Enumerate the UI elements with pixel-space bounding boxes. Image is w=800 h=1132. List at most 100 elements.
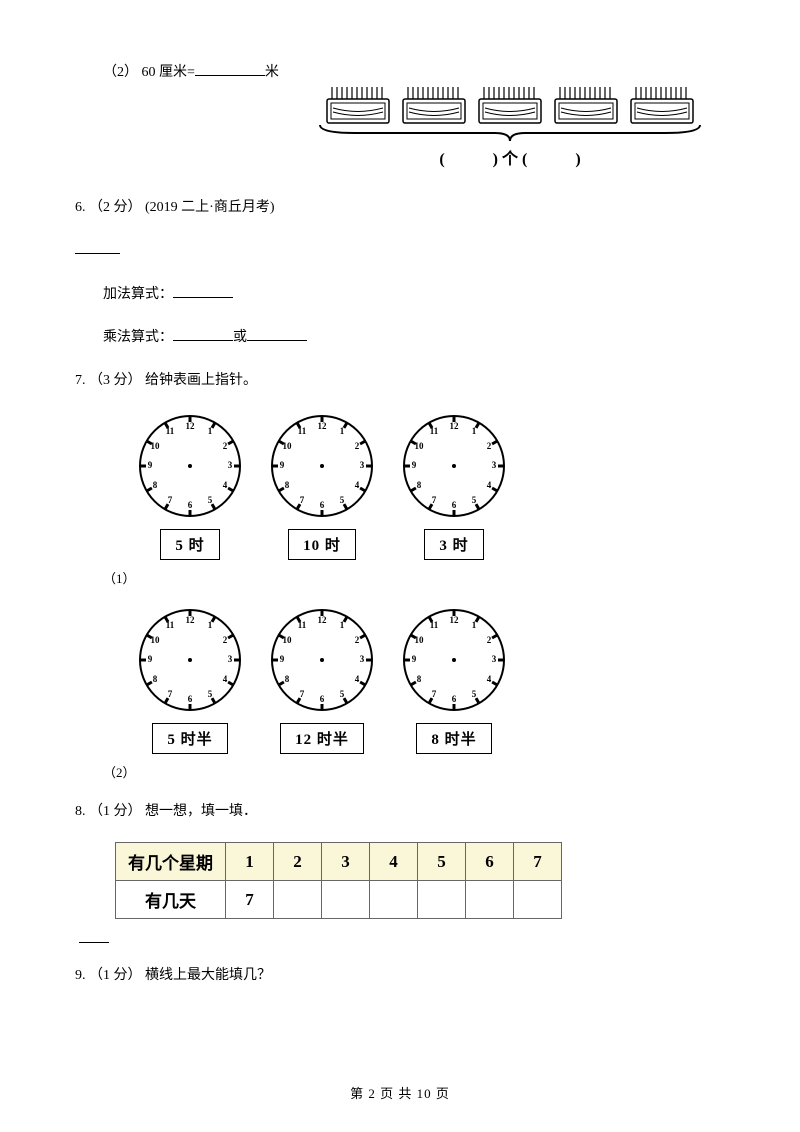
question-2-line: （2） 60 厘米=米 (75, 60, 725, 85)
cell[interactable] (466, 881, 514, 919)
svg-text:9: 9 (412, 654, 417, 664)
svg-text:12: 12 (186, 421, 196, 431)
time-label: 3 时 (424, 529, 483, 560)
cell: 7 (514, 843, 562, 881)
svg-text:2: 2 (223, 635, 228, 645)
clock-face-3[interactable]: 121234567891011 (399, 411, 509, 521)
time-label: 8 时半 (416, 723, 491, 754)
svg-text:3: 3 (492, 654, 497, 664)
svg-text:8: 8 (285, 674, 290, 684)
crayon-box (553, 85, 619, 125)
clock-face-5[interactable]: 121234567891011 (267, 605, 377, 715)
clock-item: 1212 345 678 91011 5 时 (135, 411, 245, 560)
q6-blank[interactable] (75, 240, 120, 254)
q8-header-text: 8. （1 分） 想一想，填一填． (75, 804, 257, 819)
time-label: 10 时 (288, 529, 356, 560)
q6-mul-blank1[interactable] (173, 327, 233, 341)
q7-header-text: 7. （3 分） 给钟表画上指针。 (75, 373, 257, 388)
svg-text:8: 8 (153, 674, 158, 684)
svg-text:3: 3 (360, 654, 365, 664)
svg-text:5: 5 (340, 495, 345, 505)
cell: 5 (418, 843, 466, 881)
q6-add-label: 加法算式： (103, 287, 173, 302)
clock-item: 121234567891011 8 时半 (399, 605, 509, 754)
q7-header: 7. （3 分） 给钟表画上指针。 (75, 368, 725, 393)
svg-text:8: 8 (153, 480, 158, 490)
svg-text:7: 7 (168, 495, 173, 505)
cell[interactable]: 7 (226, 881, 274, 919)
time-label: 5 时 (160, 529, 219, 560)
clock-face-2[interactable]: 121234567891011 (267, 411, 377, 521)
svg-text:2: 2 (223, 441, 228, 451)
q9-header-text: 9. （1 分） 横线上最大能填几？ (75, 968, 271, 983)
clocks-row-1: 1212 345 678 91011 5 时 121234567891011 1… (135, 411, 725, 560)
table-trailing-blank (79, 942, 109, 943)
svg-text:6: 6 (320, 500, 325, 510)
q6-mul-line: 乘法算式：或 (75, 325, 725, 350)
footer-text: 第 2 页 共 10 页 (350, 1086, 450, 1101)
svg-text:4: 4 (223, 674, 228, 684)
svg-text:5: 5 (340, 689, 345, 699)
clock-face-1[interactable]: 1212 345 678 91011 (135, 411, 245, 521)
svg-text:5: 5 (208, 495, 213, 505)
svg-text:6: 6 (320, 694, 325, 704)
q6-header: 6. （2 分） (2019 二上·商丘月考) (75, 195, 725, 220)
svg-text:9: 9 (280, 654, 285, 664)
q6-mul-blank2[interactable] (247, 327, 307, 341)
clock-face-6[interactable]: 121234567891011 (399, 605, 509, 715)
clock-item: 121234567891011 5 时半 (135, 605, 245, 754)
cell: 6 (466, 843, 514, 881)
q6-header-text: 6. （2 分） (2019 二上·商丘月考) (75, 200, 275, 215)
svg-text:2: 2 (487, 635, 492, 645)
svg-text:5: 5 (208, 689, 213, 699)
svg-text:3: 3 (492, 460, 497, 470)
crayon-box (325, 85, 391, 125)
svg-text:9: 9 (412, 460, 417, 470)
svg-text:3: 3 (228, 654, 233, 664)
svg-text:3: 3 (360, 460, 365, 470)
svg-text:4: 4 (355, 674, 360, 684)
svg-text:7: 7 (300, 689, 305, 699)
clocks-row-2: 121234567891011 5 时半 121234567891011 12 … (135, 605, 725, 754)
cell[interactable] (274, 881, 322, 919)
q6-add-blank[interactable] (173, 284, 233, 298)
svg-text:7: 7 (168, 689, 173, 699)
time-label: 5 时半 (152, 723, 227, 754)
svg-text:12: 12 (450, 421, 460, 431)
svg-text:4: 4 (223, 480, 228, 490)
cell: 3 (322, 843, 370, 881)
svg-text:8: 8 (417, 480, 422, 490)
svg-text:12: 12 (186, 615, 196, 625)
cell[interactable] (514, 881, 562, 919)
clock-face-4[interactable]: 121234567891011 (135, 605, 245, 715)
q6-blank-line (75, 238, 725, 263)
cell[interactable] (322, 881, 370, 919)
crayon-row (315, 85, 705, 125)
cell: 1 (226, 843, 274, 881)
svg-text:6: 6 (452, 694, 457, 704)
svg-text:9: 9 (148, 654, 153, 664)
svg-text:6: 6 (188, 500, 193, 510)
cell[interactable] (418, 881, 466, 919)
svg-text:7: 7 (432, 689, 437, 699)
q9-header: 9. （1 分） 横线上最大能填几？ (75, 963, 725, 988)
clock-item: 121234567891011 12 时半 (267, 605, 377, 754)
crayon-box (477, 85, 543, 125)
cell[interactable] (370, 881, 418, 919)
row1-label: 有几个星期 (116, 843, 226, 881)
q7-sub2: （2） (103, 762, 725, 781)
svg-text:12: 12 (318, 421, 328, 431)
svg-text:6: 6 (452, 500, 457, 510)
page-footer: 第 2 页 共 10 页 (0, 1083, 800, 1102)
svg-text:12: 12 (318, 615, 328, 625)
crayon-figure: ( ) 个 ( ) (315, 85, 705, 169)
q7-sub1: （1） (103, 568, 725, 587)
crayon-box (629, 85, 695, 125)
time-label: 12 时半 (280, 723, 364, 754)
svg-text:2: 2 (355, 441, 360, 451)
q6-add-line: 加法算式： (75, 282, 725, 307)
q2-blank[interactable] (195, 62, 265, 76)
q2-label: （2） 60 厘米= (103, 65, 195, 80)
svg-text:4: 4 (487, 480, 492, 490)
week-table: 有几个星期 1 2 3 4 5 6 7 有几天 7 (115, 842, 562, 919)
